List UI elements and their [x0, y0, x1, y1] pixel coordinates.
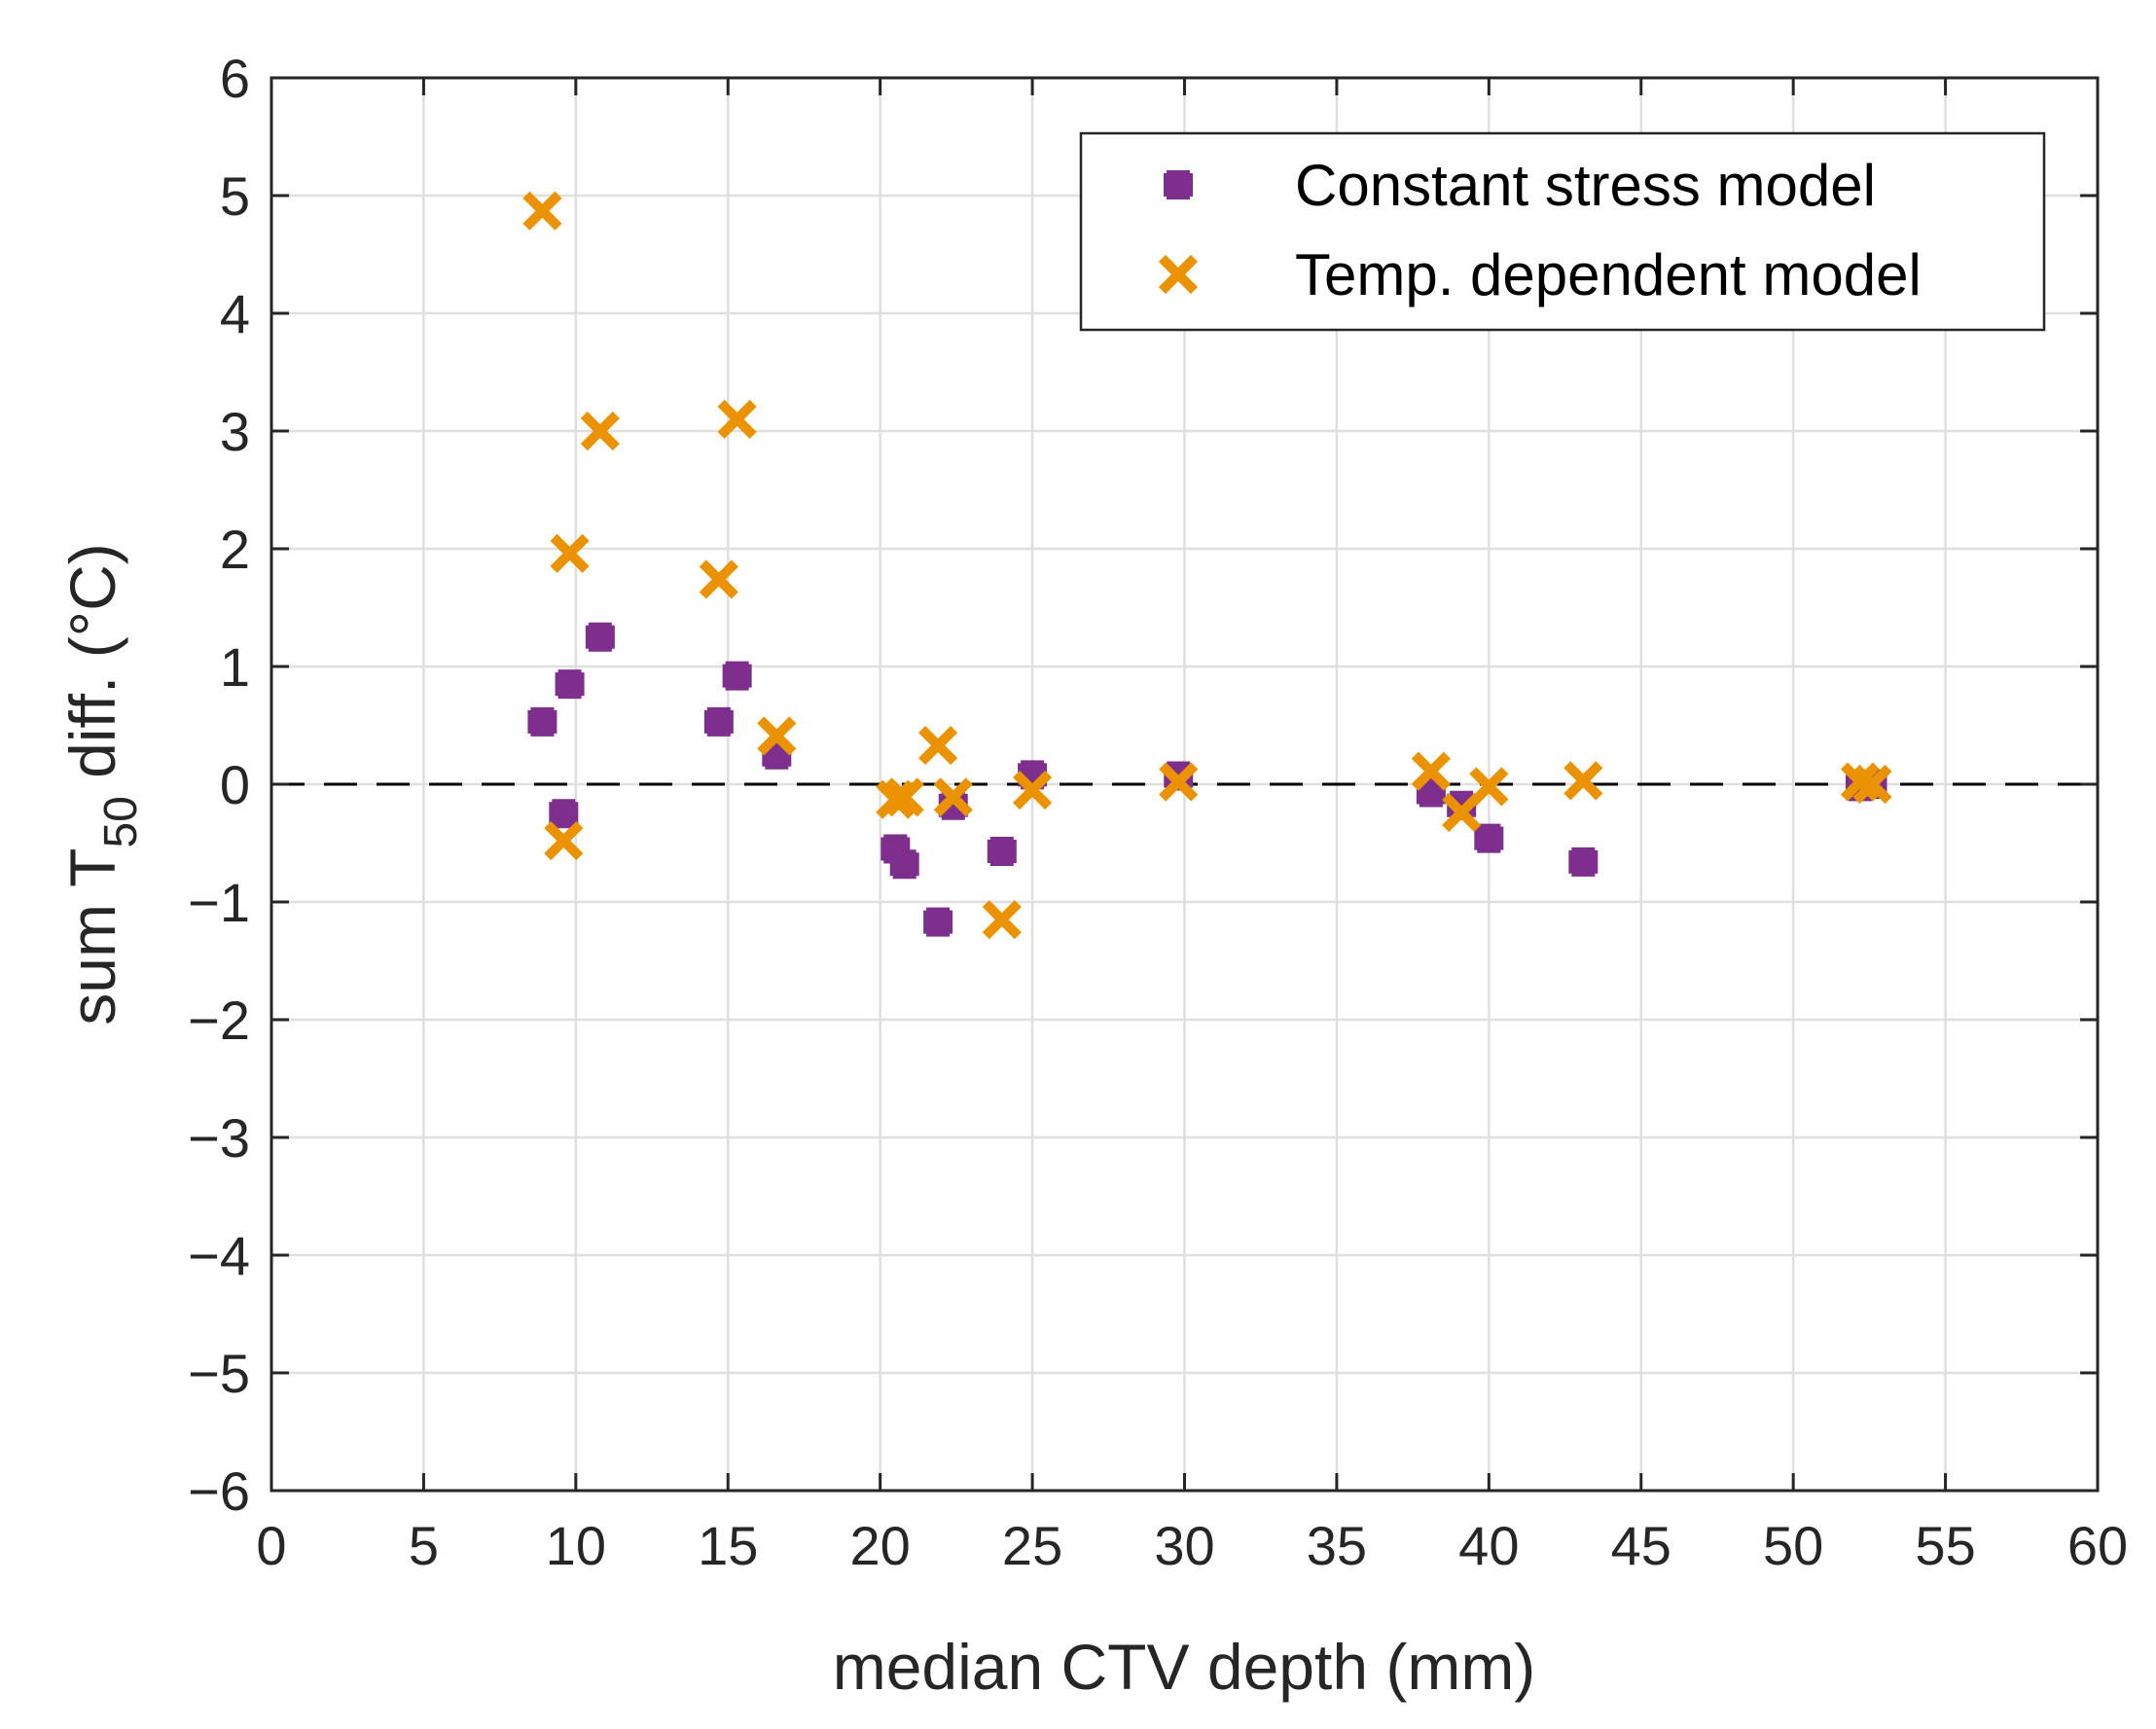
- temp-dependent-point: [717, 399, 757, 439]
- temp-dependent-point: [1563, 761, 1603, 801]
- legend: Constant stress model Temp. dependent mod…: [1079, 131, 2046, 332]
- x-tick-label: 45: [1611, 1515, 1671, 1576]
- x-tick-label: 55: [1915, 1515, 1975, 1576]
- y-tick-label: −6: [188, 1460, 250, 1522]
- y-axis-title-prefix: sum T: [56, 848, 128, 1026]
- y-axis-title-subscript: 50: [95, 796, 147, 847]
- temp-dependent-point: [1411, 751, 1451, 791]
- x-tick-label: 50: [1763, 1515, 1823, 1576]
- constant-stress-point: [1474, 823, 1504, 853]
- y-tick-label: −1: [188, 872, 250, 933]
- constant-stress-point: [549, 799, 579, 829]
- x-tick-label: 25: [1002, 1515, 1062, 1576]
- legend-temp-dependent-marker: [1158, 254, 1199, 295]
- x-tick-label: 10: [546, 1515, 606, 1576]
- x-axis-title: median CTV depth (mm): [833, 1631, 1536, 1703]
- constant-stress-point: [923, 907, 953, 937]
- y-tick-label: 0: [220, 754, 250, 815]
- constant-stress-point: [555, 669, 585, 700]
- y-tick-label: −4: [188, 1225, 250, 1286]
- temp-dependent-point: [1852, 764, 1892, 805]
- y-tick-label: −5: [188, 1343, 250, 1404]
- y-tick-label: −3: [188, 1107, 250, 1169]
- temp-dependent-point: [580, 411, 620, 451]
- temp-dependent-point: [1013, 770, 1053, 810]
- legend-label: Temp. dependent model: [1295, 242, 1922, 307]
- temp-dependent-point: [933, 777, 973, 817]
- y-axis-title-suffix: diff. (°C): [56, 543, 128, 796]
- constant-stress-point: [1447, 790, 1477, 820]
- y-tick-label: 2: [220, 519, 250, 580]
- constant-stress-point: [527, 706, 557, 737]
- x-tick-label: 15: [698, 1515, 758, 1576]
- legend-items: Constant stress model Temp. dependent mod…: [1158, 153, 1922, 307]
- constant-stress-point: [703, 706, 734, 737]
- temp-dependent-point: [757, 716, 797, 756]
- y-tick-label: 4: [220, 283, 250, 344]
- legend-label: Constant stress model: [1295, 153, 1876, 218]
- y-tick-label: 6: [220, 48, 250, 109]
- y-axis-title: sum T50 diff. (°C): [56, 543, 147, 1025]
- temp-dependent-point: [1469, 767, 1509, 807]
- temp-dependent-point: [1159, 762, 1199, 802]
- constant-stress-point: [1568, 846, 1599, 877]
- temp-dependent-point: [699, 559, 738, 599]
- x-tick-label: 60: [2067, 1515, 2128, 1576]
- markers: [522, 191, 1892, 940]
- y-tick-label: 3: [220, 401, 250, 462]
- legend-constant-stress-marker: [1164, 170, 1193, 199]
- x-tick-label: 40: [1458, 1515, 1519, 1576]
- axis-ticks: [270, 76, 2100, 1493]
- y-tick-label: 1: [220, 636, 250, 698]
- temp-dependent-point: [918, 725, 958, 766]
- x-tick-label: 30: [1154, 1515, 1214, 1576]
- temp-dependent-point: [544, 821, 584, 861]
- constant-stress-point: [722, 661, 752, 691]
- temp-dependent-point: [982, 900, 1022, 940]
- x-tick-label: 20: [850, 1515, 911, 1576]
- temp-dependent-point: [1442, 792, 1482, 833]
- tick-labels: 0 5 10 15 20 25 30 35 40 45 50 55 60−6−5−4−3−2−10123…: [188, 48, 2128, 1576]
- temp-dependent-point: [550, 533, 590, 573]
- constant-stress-point: [585, 622, 615, 652]
- x-tick-label: 0: [256, 1515, 286, 1576]
- temp-dependent-point: [522, 191, 562, 231]
- legend-box: [1079, 131, 2046, 332]
- temp-dependent-point: [884, 777, 924, 817]
- y-tick-label: −2: [188, 990, 250, 1051]
- constant-stress-point: [889, 849, 919, 880]
- y-tick-label: 5: [220, 165, 250, 227]
- constant-stress-point: [987, 836, 1017, 866]
- x-tick-label: 35: [1307, 1515, 1367, 1576]
- x-tick-label: 5: [409, 1515, 439, 1576]
